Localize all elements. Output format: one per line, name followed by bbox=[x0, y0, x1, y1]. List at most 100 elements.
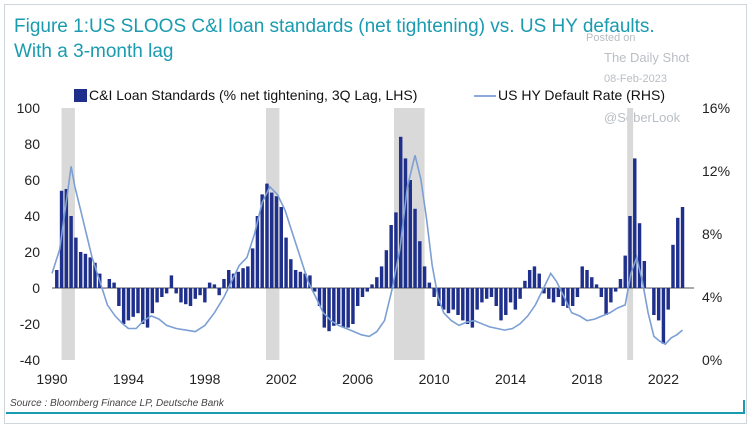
loan-standards-bar bbox=[656, 288, 661, 321]
loan-standards-bar bbox=[250, 248, 255, 288]
loan-standards-bar bbox=[55, 270, 59, 288]
loan-standards-bar bbox=[642, 261, 647, 288]
loan-standards-bar bbox=[260, 194, 264, 288]
y-right-tick-label: 16% bbox=[702, 100, 730, 116]
loan-standards-bar bbox=[418, 241, 422, 288]
loan-standards-bar bbox=[604, 288, 608, 315]
loan-standards-bar bbox=[590, 277, 594, 288]
loan-standards-bar bbox=[198, 288, 202, 296]
x-tick-label: 2002 bbox=[266, 371, 297, 387]
legend-bar-label: C&I Loan Standards (% net tightening, 3Q… bbox=[89, 87, 417, 103]
loan-standards-bar bbox=[370, 284, 374, 288]
x-tick-label: 1994 bbox=[113, 371, 144, 387]
loan-standards-bar bbox=[112, 282, 116, 288]
loan-standards-bar bbox=[236, 271, 241, 288]
loan-standards-bar bbox=[561, 288, 565, 306]
loan-standards-bar bbox=[365, 288, 369, 292]
y-left-tick-label: 80 bbox=[24, 136, 40, 152]
loan-standards-bar bbox=[394, 212, 398, 288]
loan-standards-bar bbox=[355, 288, 360, 306]
loan-standards-bar bbox=[88, 257, 92, 288]
loan-standards-bar bbox=[193, 288, 198, 299]
loan-standards-bar bbox=[332, 288, 336, 326]
loan-standards-bar bbox=[217, 288, 221, 296]
loan-standards-bar bbox=[274, 196, 279, 288]
loan-standards-bar bbox=[461, 288, 465, 321]
loan-standards-bar bbox=[508, 288, 513, 303]
loan-standards-bar bbox=[303, 273, 307, 288]
y-left-tick-label: 0 bbox=[32, 280, 40, 296]
y-right-tick-label: 0% bbox=[702, 352, 722, 368]
loan-standards-bar bbox=[441, 288, 446, 310]
loan-standards-bar bbox=[580, 266, 584, 288]
loan-standards-bar bbox=[633, 158, 637, 288]
y-right-tick-label: 12% bbox=[702, 163, 730, 179]
loan-standards-bar bbox=[336, 288, 341, 324]
loan-standards-bar bbox=[145, 288, 150, 328]
loan-standards-bar bbox=[398, 136, 403, 288]
loan-standards-bar bbox=[150, 288, 155, 314]
loan-standards-bar bbox=[666, 288, 670, 310]
recession-band bbox=[61, 108, 75, 360]
y-left-tick-label: 40 bbox=[24, 208, 40, 224]
loan-standards-bar bbox=[446, 288, 451, 314]
y-left-tick-label: 60 bbox=[24, 172, 40, 188]
loan-standards-bar bbox=[155, 288, 159, 303]
loan-standards-bar bbox=[432, 288, 436, 297]
loan-standards-bar bbox=[346, 288, 350, 328]
title-line-2: With a 3-month lag bbox=[14, 41, 174, 62]
x-tick-label: 2010 bbox=[419, 371, 450, 387]
loan-standards-bar bbox=[93, 262, 97, 288]
loan-standards-bar bbox=[241, 268, 245, 288]
x-tick-label: 2014 bbox=[495, 371, 526, 387]
loan-standards-bar bbox=[164, 288, 169, 294]
loan-standards-bar bbox=[427, 282, 432, 288]
loan-standards-bar bbox=[160, 288, 164, 297]
loan-standards-bar bbox=[317, 288, 322, 306]
y-left-tick-label: -40 bbox=[20, 352, 40, 368]
default-rate-line bbox=[51, 155, 684, 346]
bottom-corner-tick bbox=[743, 400, 745, 414]
loan-standards-bar bbox=[179, 288, 183, 303]
loan-standards-bar bbox=[212, 284, 217, 288]
loan-standards-bar bbox=[470, 288, 475, 328]
loan-standards-bar bbox=[575, 288, 580, 297]
loan-standards-bar bbox=[637, 223, 642, 288]
loan-standards-bar bbox=[207, 282, 212, 288]
loan-standards-bar bbox=[671, 244, 675, 288]
loan-standards-bar bbox=[518, 288, 522, 299]
x-tick-label: 2022 bbox=[648, 371, 679, 387]
legend-bar-swatch bbox=[74, 89, 87, 102]
loan-standards-bar bbox=[126, 288, 131, 321]
loan-standards-bar bbox=[465, 288, 470, 324]
loan-standards-bar bbox=[289, 259, 293, 288]
chart-frame bbox=[4, 4, 747, 424]
loan-standards-bar bbox=[523, 280, 527, 288]
loan-standards-bar bbox=[537, 273, 541, 288]
watermark-date: 08-Feb-2023 bbox=[604, 73, 667, 85]
x-tick-label: 2018 bbox=[571, 371, 602, 387]
loan-standards-bar bbox=[451, 288, 455, 310]
loan-standards-bar bbox=[184, 288, 188, 305]
loan-standards-bar bbox=[566, 288, 570, 308]
loan-standards-bar bbox=[375, 277, 379, 288]
loan-standards-bar bbox=[408, 180, 412, 288]
source-note: Source : Bloomberg Finance LP, Deutsche … bbox=[10, 398, 224, 409]
loan-standards-bar bbox=[532, 266, 537, 288]
loan-standards-bar bbox=[680, 207, 685, 288]
loan-standards-bar bbox=[136, 288, 140, 314]
loan-standards-bar bbox=[513, 288, 518, 310]
loan-standards-bar bbox=[661, 288, 666, 344]
loan-standards-bar bbox=[231, 273, 236, 288]
legend: C&I Loan Standards (% net tightening, 3Q… bbox=[74, 87, 665, 103]
loan-standards-bar bbox=[556, 288, 561, 297]
loan-standards-bar bbox=[494, 288, 498, 306]
loan-standards-bar bbox=[456, 288, 460, 315]
loan-standards-bar bbox=[174, 288, 178, 294]
loan-standards-bar bbox=[69, 216, 73, 288]
default-rate-line-group bbox=[51, 155, 684, 346]
loan-standards-bar bbox=[284, 237, 288, 288]
loan-standards-bar bbox=[169, 275, 174, 288]
loan-standards-bar bbox=[293, 270, 298, 288]
loan-standards-bar bbox=[246, 266, 250, 288]
